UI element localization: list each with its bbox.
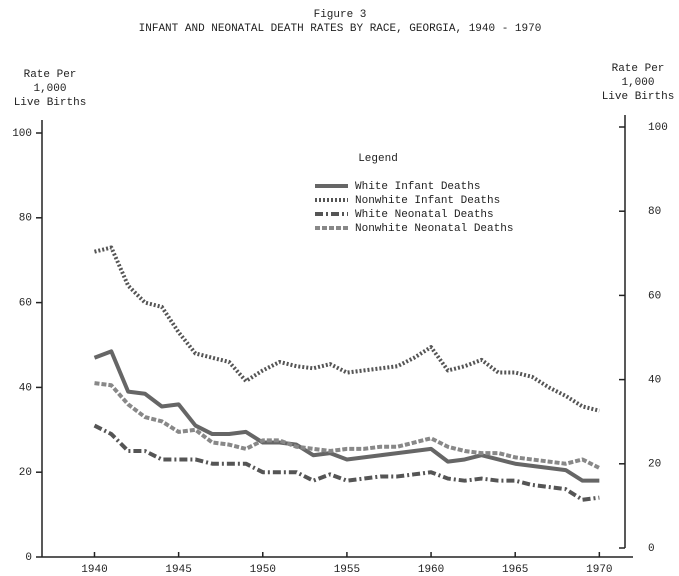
y2-tick-label: 80 [648,206,661,218]
y-axis-label: Rate Per [24,69,77,81]
y2-tick-label: 40 [648,375,661,387]
y2-tick-label: 60 [648,290,661,302]
y2-tick-label: 20 [648,459,661,471]
figure-label: Figure 3 [314,9,367,21]
y-tick-label: 80 [19,213,32,225]
y-tick-label: 100 [12,128,32,140]
legend-label: Nonwhite Neonatal Deaths [355,223,513,235]
legend-label: White Neonatal Deaths [355,209,494,221]
x-tick-label: 1945 [165,564,191,576]
legend-title: Legend [358,153,398,165]
x-tick-label: 1960 [418,564,444,576]
y2-tick-label: 0 [648,543,655,555]
y-tick-label: 20 [19,467,32,479]
chart-title: INFANT AND NEONATAL DEATH RATES BY RACE,… [139,23,542,35]
y-axis-label: 1,000 [33,83,66,95]
x-tick-label: 1965 [502,564,528,576]
y2-axis-label: Live Births [602,91,675,103]
x-tick-label: 1950 [250,564,276,576]
y2-axis-label: Rate Per [612,63,665,75]
x-tick-label: 1955 [334,564,360,576]
y-tick-label: 40 [19,382,32,394]
y2-tick-label: 100 [648,122,668,134]
series-line [93,245,600,413]
series-line [93,423,600,502]
y-axis-label: Live Births [14,97,87,109]
y-tick-label: 0 [25,552,32,564]
series-line [94,381,601,470]
x-tick-label: 1970 [586,564,612,576]
y2-axis-label: 1,000 [621,77,654,89]
legend-label: White Infant Deaths [355,181,480,193]
x-tick-label: 1940 [81,564,107,576]
legend-label: Nonwhite Infant Deaths [355,195,500,207]
y-tick-label: 60 [19,298,32,310]
series-line [93,349,600,483]
